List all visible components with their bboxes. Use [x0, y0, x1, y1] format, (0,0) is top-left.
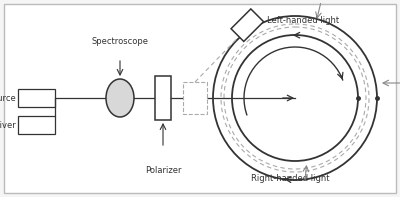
Bar: [183, 82, 207, 114]
Text: Polarizer: Polarizer: [145, 166, 181, 175]
Text: Spectroscope: Spectroscope: [92, 37, 148, 46]
FancyBboxPatch shape: [4, 4, 396, 193]
Bar: [18, 116, 55, 134]
Bar: [155, 76, 171, 120]
Bar: [231, 9, 264, 41]
Text: Right-handed light: Right-handed light: [251, 174, 329, 183]
Text: Light source: Light source: [0, 94, 16, 102]
Text: Left-handed light: Left-handed light: [267, 16, 339, 25]
Bar: [18, 89, 55, 107]
Ellipse shape: [106, 79, 134, 117]
Text: Receiver: Receiver: [0, 121, 16, 129]
